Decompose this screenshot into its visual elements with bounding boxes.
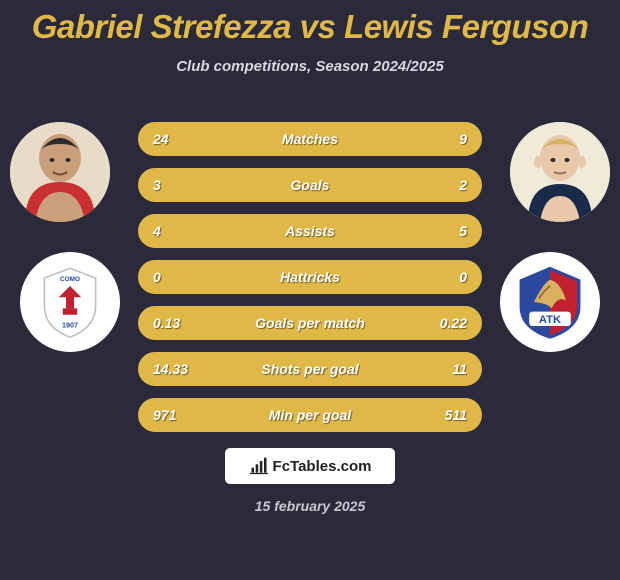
stat-label: Goals [139,177,481,193]
stat-row-shots-per-goal: 14.33 Shots per goal 11 [138,352,482,386]
stat-label: Shots per goal [139,361,481,377]
stat-right-value: 2 [459,177,467,193]
stat-row-hattricks: 0 Hattricks 0 [138,260,482,294]
stat-label: Matches [139,131,481,147]
stat-row-matches: 24 Matches 9 [138,122,482,156]
subtitle: Club competitions, Season 2024/2025 [0,58,620,75]
svg-text:COMO: COMO [60,276,80,283]
stat-row-goals: 3 Goals 2 [138,168,482,202]
stat-right-value: 511 [445,407,467,423]
person-icon [510,122,610,222]
shield-icon: COMO 1907 [30,262,110,342]
comparison-card: Gabriel Strefezza vs Lewis Ferguson Club… [0,0,620,580]
stat-label: Hattricks [139,269,481,285]
svg-text:1907: 1907 [62,321,78,330]
brand-text: FcTables.com [273,458,372,475]
person-icon [10,122,110,222]
title: Gabriel Strefezza vs Lewis Ferguson [0,8,620,46]
stat-label: Goals per match [139,315,481,331]
stat-row-min-per-goal: 971 Min per goal 511 [138,398,482,432]
club-right-logo: ATK [500,252,600,352]
stat-row-assists: 4 Assists 5 [138,214,482,248]
player-left-avatar [10,122,110,222]
player-right-avatar [510,122,610,222]
svg-text:ATK: ATK [539,314,561,326]
stat-right-value: 9 [459,131,467,147]
stat-right-value: 11 [452,361,467,377]
stat-rows: 24 Matches 9 3 Goals 2 4 Assists 5 0 Hat… [138,122,482,444]
stat-row-goals-per-match: 0.13 Goals per match 0.22 [138,306,482,340]
footer-date: 15 february 2025 [0,498,620,514]
club-left-logo: COMO 1907 [20,252,120,352]
chart-bar-icon [249,456,269,476]
stat-right-value: 5 [459,223,467,239]
stat-label: Min per goal [139,407,481,423]
stat-right-value: 0 [459,269,467,285]
stat-right-value: 0.22 [440,315,467,331]
stat-label: Assists [139,223,481,239]
brand-badge: FcTables.com [225,448,395,484]
shield-icon: ATK [510,262,590,342]
